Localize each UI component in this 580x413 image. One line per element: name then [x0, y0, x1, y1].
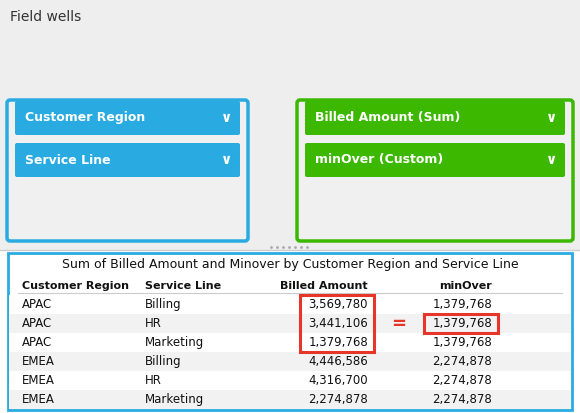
Text: minOver (Custom): minOver (Custom): [315, 154, 443, 166]
Text: ∨: ∨: [546, 153, 557, 167]
Text: 2,274,878: 2,274,878: [432, 393, 492, 406]
Text: APAC: APAC: [22, 298, 52, 311]
Text: ∨: ∨: [546, 111, 557, 125]
Text: Marketing: Marketing: [145, 336, 204, 349]
Text: Service Line: Service Line: [25, 154, 111, 166]
Bar: [0, 0, 580, 250]
Text: minOver: minOver: [439, 281, 492, 291]
Text: Billing: Billing: [145, 298, 182, 311]
Text: HR: HR: [145, 374, 162, 387]
FancyBboxPatch shape: [305, 143, 565, 177]
Text: Billing: Billing: [145, 355, 182, 368]
Text: Sum of Billed Amount and Minover by Customer Region and Service Line: Sum of Billed Amount and Minover by Cust…: [61, 258, 519, 271]
Bar: [9, 352, 571, 371]
Text: 2,274,878: 2,274,878: [432, 374, 492, 387]
Text: 1,379,768: 1,379,768: [432, 336, 492, 349]
Text: 1,379,768: 1,379,768: [432, 298, 492, 311]
FancyBboxPatch shape: [305, 101, 565, 135]
FancyBboxPatch shape: [7, 100, 248, 241]
Text: ∨: ∨: [222, 153, 233, 167]
Text: Billed Amount: Billed Amount: [280, 281, 368, 291]
Text: 3,569,780: 3,569,780: [309, 298, 368, 311]
Text: 1,379,768: 1,379,768: [308, 336, 368, 349]
Text: ∨: ∨: [222, 111, 233, 125]
Text: APAC: APAC: [22, 317, 52, 330]
Bar: [9, 314, 571, 333]
Text: 3,441,106: 3,441,106: [308, 317, 368, 330]
Text: APAC: APAC: [22, 336, 52, 349]
FancyBboxPatch shape: [8, 253, 572, 410]
Bar: [9, 295, 571, 314]
Text: 1,379,768: 1,379,768: [432, 317, 492, 330]
Text: Billed Amount (Sum): Billed Amount (Sum): [315, 112, 461, 124]
Text: Value: Value: [308, 108, 335, 118]
Text: Field wells: Field wells: [10, 10, 81, 24]
Bar: [9, 333, 571, 352]
Text: Group by: Group by: [18, 108, 63, 118]
Text: HR: HR: [145, 317, 162, 330]
Text: 2,274,878: 2,274,878: [432, 355, 492, 368]
Text: Customer Region: Customer Region: [25, 112, 145, 124]
Text: 4,316,700: 4,316,700: [309, 374, 368, 387]
Text: EMEA: EMEA: [22, 355, 55, 368]
Text: EMEA: EMEA: [22, 393, 55, 406]
Bar: [9, 390, 571, 409]
FancyBboxPatch shape: [297, 100, 573, 241]
Text: Marketing: Marketing: [145, 393, 204, 406]
Text: =: =: [392, 315, 407, 332]
Text: EMEA: EMEA: [22, 374, 55, 387]
FancyBboxPatch shape: [15, 143, 240, 177]
Text: 2,274,878: 2,274,878: [308, 393, 368, 406]
Bar: [9, 371, 571, 390]
Text: Customer Region: Customer Region: [22, 281, 129, 291]
FancyBboxPatch shape: [15, 101, 240, 135]
Text: Service Line: Service Line: [145, 281, 221, 291]
Text: 4,446,586: 4,446,586: [308, 355, 368, 368]
